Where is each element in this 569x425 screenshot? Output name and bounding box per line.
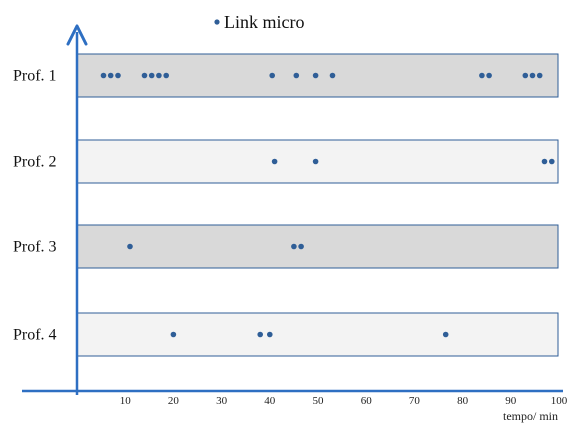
data-point-row2-3: [541, 158, 548, 165]
data-point-row1-4: [141, 72, 148, 79]
data-point-row1-5: [148, 72, 155, 79]
data-point-row3-2: [291, 243, 297, 250]
data-point-row4-1: [170, 331, 177, 338]
x-tick-label-30: 30: [216, 395, 228, 407]
x-tick-label-40: 40: [264, 395, 276, 407]
row-label-3: Prof. 3: [13, 239, 57, 256]
row-bands: [76, 53, 559, 357]
legend: Link micro: [214, 12, 304, 32]
axes: [22, 24, 563, 395]
data-point-row4-2: [257, 331, 264, 338]
data-point-row1-2: [107, 72, 114, 79]
x-tick-label-100: 100: [551, 395, 568, 407]
data-point-row2-2: [312, 158, 319, 165]
y-axis-arrow-icon: [66, 24, 88, 46]
data-point-row1-14: [522, 72, 529, 79]
data-point-row1-9: [293, 72, 300, 79]
data-point-row4-3: [267, 331, 273, 338]
data-point-row3-3: [298, 243, 304, 250]
x-tick-label-20: 20: [168, 395, 180, 407]
data-point-row1-11: [329, 72, 336, 79]
data-point-row1-3: [115, 72, 121, 79]
data-points: [100, 72, 555, 338]
legend-label: Link micro: [224, 12, 304, 32]
data-point-row1-15: [529, 72, 536, 79]
data-point-row2-1: [271, 158, 278, 165]
data-point-row1-12: [479, 72, 485, 79]
data-point-row1-6: [156, 72, 162, 79]
row-band-4: [76, 312, 559, 357]
row-label-4: Prof. 4: [13, 327, 57, 344]
x-tick-label-80: 80: [457, 395, 469, 407]
data-point-row4-4: [442, 331, 449, 338]
data-point-row3-1: [127, 243, 133, 250]
x-tick-label-60: 60: [361, 395, 373, 407]
row-labels: Prof. 1 Prof. 2 Prof. 3 Prof. 4: [13, 68, 57, 344]
data-point-row1-16: [536, 72, 543, 79]
x-axis-label: tempo/ min: [503, 409, 558, 423]
row-label-1: Prof. 1: [13, 68, 57, 85]
legend-marker: [214, 19, 220, 25]
data-point-row2-4: [549, 158, 555, 165]
data-point-row1-13: [486, 72, 492, 79]
row-band-3: [76, 224, 559, 269]
x-tick-label-70: 70: [409, 395, 421, 407]
x-tick-label-90: 90: [505, 395, 517, 407]
x-tick-labels: 10 20 30 40 50 60 70 80 90 100: [120, 395, 568, 407]
x-tick-label-10: 10: [120, 395, 132, 407]
data-point-row1-1: [100, 72, 107, 79]
row-label-2: Prof. 2: [13, 154, 57, 171]
data-point-row1-7: [163, 72, 169, 79]
data-point-row1-8: [269, 72, 276, 79]
data-point-row1-10: [312, 72, 319, 79]
x-tick-label-50: 50: [313, 395, 325, 407]
